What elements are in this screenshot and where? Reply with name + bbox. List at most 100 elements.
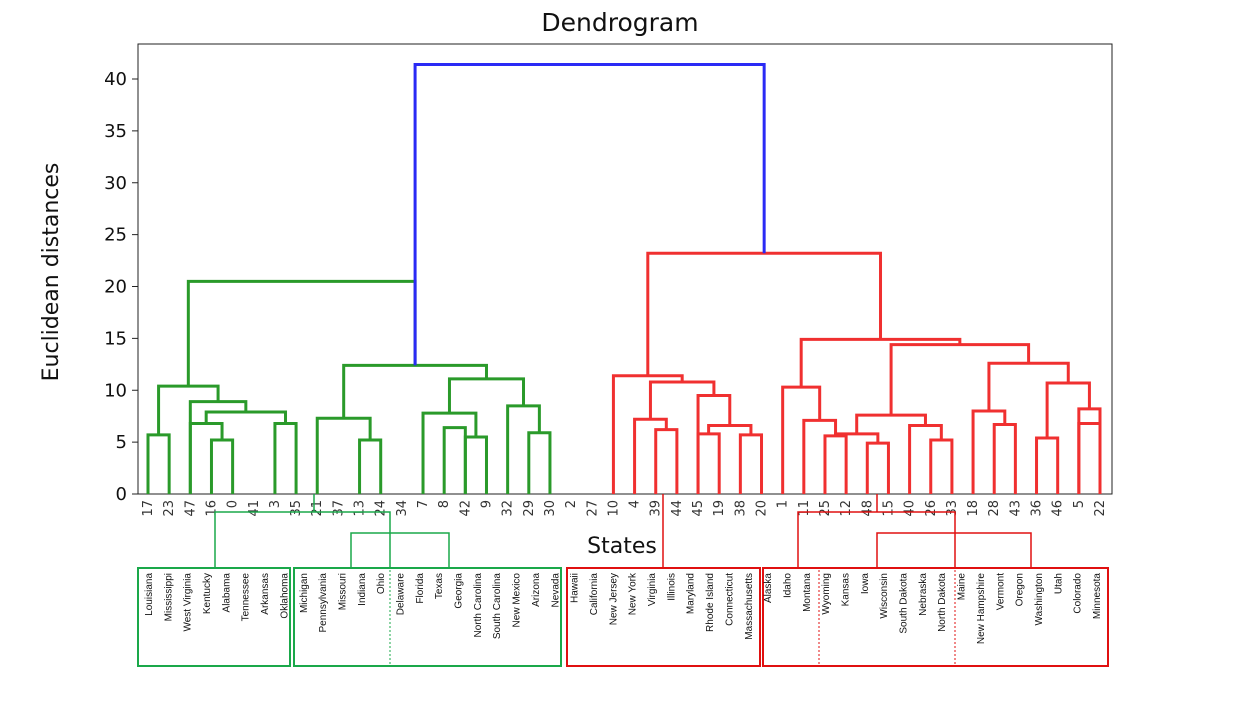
- state-label: South Dakota: [899, 573, 910, 634]
- dendrogram-link: [358, 438, 383, 494]
- connector-red: [876, 532, 1032, 568]
- state-label: Virginia: [647, 573, 658, 607]
- leaf-number-label: 38: [733, 500, 748, 517]
- leaf-number-label: 21: [310, 500, 325, 517]
- dendrogram-link: [799, 337, 962, 388]
- y-tick-label: 15: [104, 328, 127, 349]
- state-label: Ohio: [376, 573, 387, 595]
- y-tick-label: 10: [104, 380, 127, 401]
- state-label: Montana: [802, 573, 813, 612]
- state-label: Washington: [1034, 573, 1045, 625]
- leaf-number-label: 0: [226, 500, 241, 508]
- leaf-number-label: 48: [860, 500, 875, 517]
- leaf-number-label: 40: [903, 500, 918, 517]
- leaf-number-label: 18: [966, 500, 981, 517]
- x-axis-label: States: [587, 534, 657, 559]
- dendrogram-link: [646, 251, 883, 376]
- dendrogram-link: [987, 361, 1070, 411]
- dendrogram-link: [342, 363, 488, 419]
- dendrogram-link: [413, 62, 766, 366]
- state-label: Alabama: [221, 573, 232, 613]
- leaf-number-label: 39: [649, 500, 664, 517]
- state-label: Kansas: [840, 573, 851, 606]
- state-label: New Hampshire: [976, 573, 987, 645]
- leaf-number-label: 44: [670, 500, 685, 517]
- leaf-number-label: 4: [628, 500, 643, 508]
- y-tick-label: 5: [116, 432, 127, 453]
- dendrogram-link: [506, 404, 541, 494]
- leaf-number-label: 35: [289, 500, 304, 517]
- dendrogram-link: [908, 424, 943, 494]
- connector-red: [797, 511, 956, 568]
- state-label: Connecticut: [724, 573, 735, 626]
- dendrogram-link: [781, 385, 822, 494]
- state-label: Vermont: [995, 573, 1006, 610]
- state-label: Iowa: [860, 573, 871, 595]
- leaf-number-label: 3: [268, 500, 283, 508]
- state-label: Louisiana: [144, 573, 155, 616]
- leaf-number-label: 1: [776, 500, 791, 508]
- state-label: Georgia: [454, 573, 465, 609]
- state-label: Alaska: [763, 573, 774, 603]
- leaf-number-label: 22: [1093, 500, 1108, 517]
- leaf-number-label: 45: [691, 500, 706, 517]
- leaf-number-label: 5: [1072, 500, 1087, 508]
- dendrogram-link: [447, 377, 526, 414]
- leaf-number-label: 29: [522, 500, 537, 517]
- y-tick-label: 30: [104, 173, 127, 194]
- leaf-number-label: 7: [416, 500, 431, 508]
- state-label: Texas: [434, 573, 445, 599]
- state-label: Nevada: [550, 573, 561, 608]
- leaf-number-label: 9: [479, 500, 494, 508]
- y-tick-label: 25: [104, 225, 127, 246]
- y-tick-label: 20: [104, 277, 127, 298]
- leaf-number-label: 24: [374, 500, 389, 517]
- dendrogram-link: [696, 393, 732, 494]
- leaf-number-label: 33: [945, 500, 960, 517]
- leaf-number-label: 47: [183, 500, 198, 517]
- leaf-number-label: 34: [395, 500, 410, 517]
- state-label: Maine: [957, 573, 968, 601]
- leaf-number-label: 13: [353, 500, 368, 517]
- state-label: New York: [628, 572, 639, 615]
- state-label: Pennsylvania: [318, 573, 329, 633]
- leaf-number-label: 25: [818, 500, 833, 517]
- leaf-number-label: 28: [987, 500, 1002, 517]
- dendrogram-link: [865, 441, 890, 494]
- dendrogram-link: [992, 422, 1017, 494]
- chart-title: Dendrogram: [541, 8, 698, 37]
- leaf-number-label: 16: [204, 500, 219, 517]
- dendrogram-link: [463, 435, 488, 494]
- dendrogram-link: [648, 380, 716, 420]
- dendrogram-link: [273, 421, 298, 494]
- dendrogram-link: [209, 438, 235, 494]
- state-label: Colorado: [1073, 573, 1084, 614]
- leaf-number-label: 19: [712, 500, 727, 517]
- connector-green: [350, 532, 450, 568]
- plot-frame: [137, 43, 1113, 495]
- dendrogram-link: [738, 433, 764, 494]
- state-label: North Carolina: [473, 573, 484, 638]
- leaf-number-label: 26: [924, 500, 939, 517]
- state-label: Massachusetts: [744, 573, 755, 640]
- state-label: Tennessee: [241, 573, 252, 622]
- state-label: Indiana: [357, 573, 368, 606]
- state-label: Utah: [1053, 573, 1064, 594]
- leaf-number-label: 43: [1008, 500, 1023, 517]
- dendrogram-link: [1077, 421, 1102, 494]
- dendrogram-link: [146, 433, 171, 494]
- state-label: South Carolina: [492, 573, 503, 640]
- state-labels: Louisiana Mississippi West Virginia Kentuck…: [144, 572, 1103, 644]
- leaf-number-label: 46: [1051, 500, 1066, 517]
- dendrogram-link: [1077, 407, 1102, 494]
- leaf-number-label: 8: [437, 500, 452, 508]
- state-label: Kentucky: [202, 573, 213, 614]
- y-tick-label: 40: [104, 69, 127, 90]
- state-label: Florida: [415, 573, 426, 604]
- dendrogram-link: [442, 426, 467, 494]
- state-label: Oklahoma: [279, 573, 290, 619]
- state-label: Oregon: [1015, 573, 1026, 606]
- dendrogram-links: [146, 62, 1102, 494]
- dendrogram-link: [1035, 436, 1060, 494]
- dendrogram-link: [527, 431, 552, 494]
